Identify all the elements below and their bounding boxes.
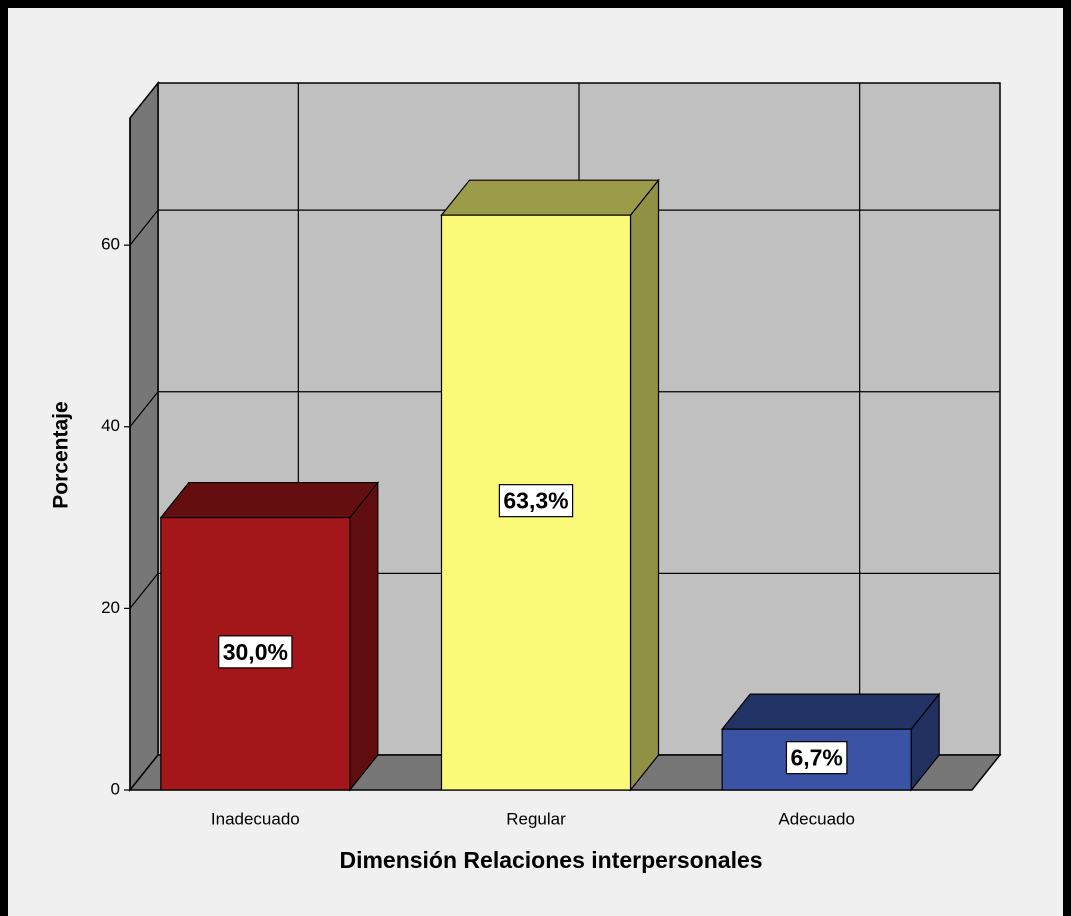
- value-label-box: [498, 484, 574, 518]
- side-grid-line: [129, 573, 159, 609]
- x-tick-label: Adecuado: [778, 809, 855, 828]
- x-tick-label: Regular: [506, 809, 566, 828]
- bar-top: [720, 693, 941, 730]
- value-label-box: [785, 741, 848, 775]
- side-grid-line: [129, 391, 159, 428]
- bar-top: [159, 481, 380, 519]
- x-axis-title: Dimensión Relaciones interpersonales: [339, 847, 762, 873]
- value-label: 6,7%: [790, 745, 842, 771]
- bar-top: [440, 179, 660, 216]
- x-tick-label: Inadecuado: [211, 809, 300, 828]
- side-wall: [129, 80, 159, 793]
- y-tick-label: 60: [101, 235, 120, 254]
- side-grid-line: [129, 209, 159, 246]
- bar-side: [349, 480, 379, 792]
- y-tick-label: 40: [101, 416, 120, 435]
- y-axis-title: Porcentaje: [50, 401, 73, 508]
- y-tick-label: 20: [101, 598, 120, 617]
- value-label: 30,0%: [223, 639, 288, 665]
- value-label-box: [218, 635, 293, 669]
- bar-side: [629, 178, 660, 792]
- y-tick-label: 0: [111, 779, 120, 798]
- value-label: 63,3%: [503, 488, 568, 514]
